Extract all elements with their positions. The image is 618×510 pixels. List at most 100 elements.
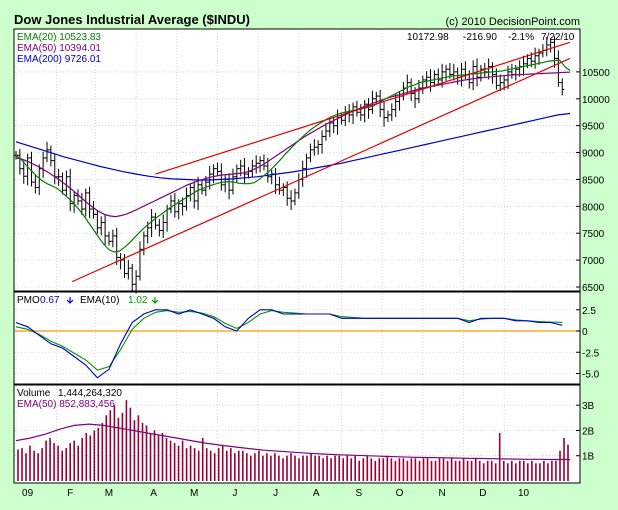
price-bar-29 — [126, 260, 131, 280]
price-bar-78 — [316, 140, 321, 155]
price-bar-134 — [533, 47, 538, 69]
price-bar-82 — [331, 116, 336, 134]
price-bar-20 — [91, 200, 96, 219]
pmo-y-axis: -5.0 -2.5 0 2.5 — [576, 306, 600, 381]
volume-bar-6 — [41, 448, 43, 481]
price-bar-12 — [60, 172, 65, 195]
price-bar-21 — [95, 210, 100, 234]
volume-bar-7 — [45, 440, 47, 481]
pmo-tick-label-2: 0 — [582, 327, 588, 338]
volume-bar-115 — [478, 460, 481, 481]
pmo-tick-label-1: -2.5 — [582, 348, 600, 359]
volume-bar-129 — [535, 463, 537, 481]
volume-tick-label-1: 2B — [582, 426, 595, 437]
price-bar-108 — [432, 70, 437, 87]
volume-bar-124 — [515, 463, 517, 481]
x-tick-label-4: M — [190, 488, 198, 499]
volume-bar-9 — [53, 443, 55, 481]
volume-bar-112 — [466, 460, 469, 481]
pmo-ema-value: 1.02 — [128, 295, 148, 306]
volume-ema-line — [15, 423, 570, 461]
price-bar-109 — [436, 68, 441, 86]
price-bar-138 — [548, 38, 553, 53]
x-tick-label-10: N — [439, 488, 446, 499]
price-tick-label-4: 8500 — [582, 175, 605, 186]
volume-bar-41 — [181, 440, 184, 481]
volume-bar-43 — [189, 445, 192, 481]
pmo-label: PMO — [17, 295, 40, 306]
price-bar-1 — [17, 149, 22, 175]
volume-bar-44 — [193, 448, 196, 481]
volume-bar-111 — [462, 458, 465, 482]
price-bar-53 — [219, 163, 224, 191]
volume-bar-87 — [366, 455, 369, 481]
price-tick-label-6: 9500 — [582, 122, 605, 133]
volume-bar-46 — [201, 438, 204, 481]
volume-bar-26 — [121, 412, 124, 482]
price-bar-68 — [277, 176, 282, 195]
volume-bar-55 — [238, 450, 240, 481]
volume-bar-85 — [358, 460, 360, 481]
volume-bar-100 — [418, 460, 421, 481]
volume-bar-57 — [246, 453, 248, 481]
price-bar-63 — [258, 156, 263, 173]
price-bar-88 — [354, 100, 359, 117]
volume-bar-79 — [334, 455, 336, 481]
volume-bar-74 — [314, 455, 316, 481]
volume-bar-54 — [234, 453, 236, 481]
price-tick-label-3: 8000 — [582, 202, 605, 213]
volume-bar-119 — [494, 463, 497, 481]
price-bar-31 — [134, 270, 139, 294]
volume-bar-117 — [486, 460, 489, 481]
volume-bar-37 — [165, 438, 168, 481]
price-bar-49 — [203, 175, 208, 197]
volume-bar-56 — [242, 450, 244, 481]
price-bar-3 — [25, 153, 30, 186]
pmo-down-arrow-icon — [66, 297, 74, 304]
x-tick-label-11: D — [479, 488, 486, 499]
price-bar-75 — [304, 153, 309, 178]
volume-bar-48 — [209, 450, 212, 481]
volume-bar-122 — [507, 463, 509, 481]
price-y-axis: 6500 7000 7500 8000 8500 9000 9500 10000 10500 — [576, 68, 610, 294]
volume-bar-10 — [57, 445, 59, 481]
volume-bar-61 — [262, 455, 264, 481]
volume-bar-106 — [442, 458, 445, 482]
price-bar-17 — [79, 192, 84, 215]
volume-bar-132 — [547, 463, 549, 481]
price-bar-62 — [254, 155, 259, 174]
volume-bar-27 — [125, 400, 128, 481]
price-bar-95 — [382, 101, 387, 127]
volume-grid — [15, 386, 579, 482]
price-bar-102 — [409, 78, 414, 101]
pmo-tick-label-3: 2.5 — [582, 306, 596, 317]
volume-bar-105 — [438, 458, 441, 482]
price-close: 10172.98 — [407, 32, 449, 43]
volume-bar-102 — [426, 458, 429, 482]
volume-bar-51 — [221, 445, 224, 481]
volume-bar-23 — [109, 410, 112, 481]
volume-bar-123 — [511, 460, 513, 481]
volume-bar-22 — [105, 415, 108, 481]
price-bar-38 — [161, 214, 166, 239]
x-tick-label-7: A — [313, 488, 320, 499]
price-bar-118 — [471, 60, 476, 91]
trend-line-0 — [71, 57, 571, 283]
ema200-line — [15, 112, 571, 181]
volume-bar-80 — [338, 455, 340, 481]
volume-bar-70 — [298, 458, 300, 482]
volume-bar-133 — [551, 460, 553, 481]
volume-bar-11 — [61, 450, 63, 481]
price-bar-72 — [292, 188, 297, 206]
volume-bar-28 — [129, 407, 132, 481]
trend-line-1 — [155, 41, 571, 175]
volume-bar-3 — [29, 445, 31, 481]
volume-bar-90 — [378, 458, 381, 482]
x-tick-label-6: J — [273, 488, 278, 499]
price-bar-9 — [48, 145, 53, 167]
pmo-ema-label: EMA(10) — [80, 295, 119, 306]
price-tick-label-1: 7000 — [582, 256, 605, 267]
x-tick-label-0: 09 — [22, 488, 34, 499]
volume-bar-91 — [382, 458, 385, 482]
price-bar-96 — [385, 110, 390, 122]
